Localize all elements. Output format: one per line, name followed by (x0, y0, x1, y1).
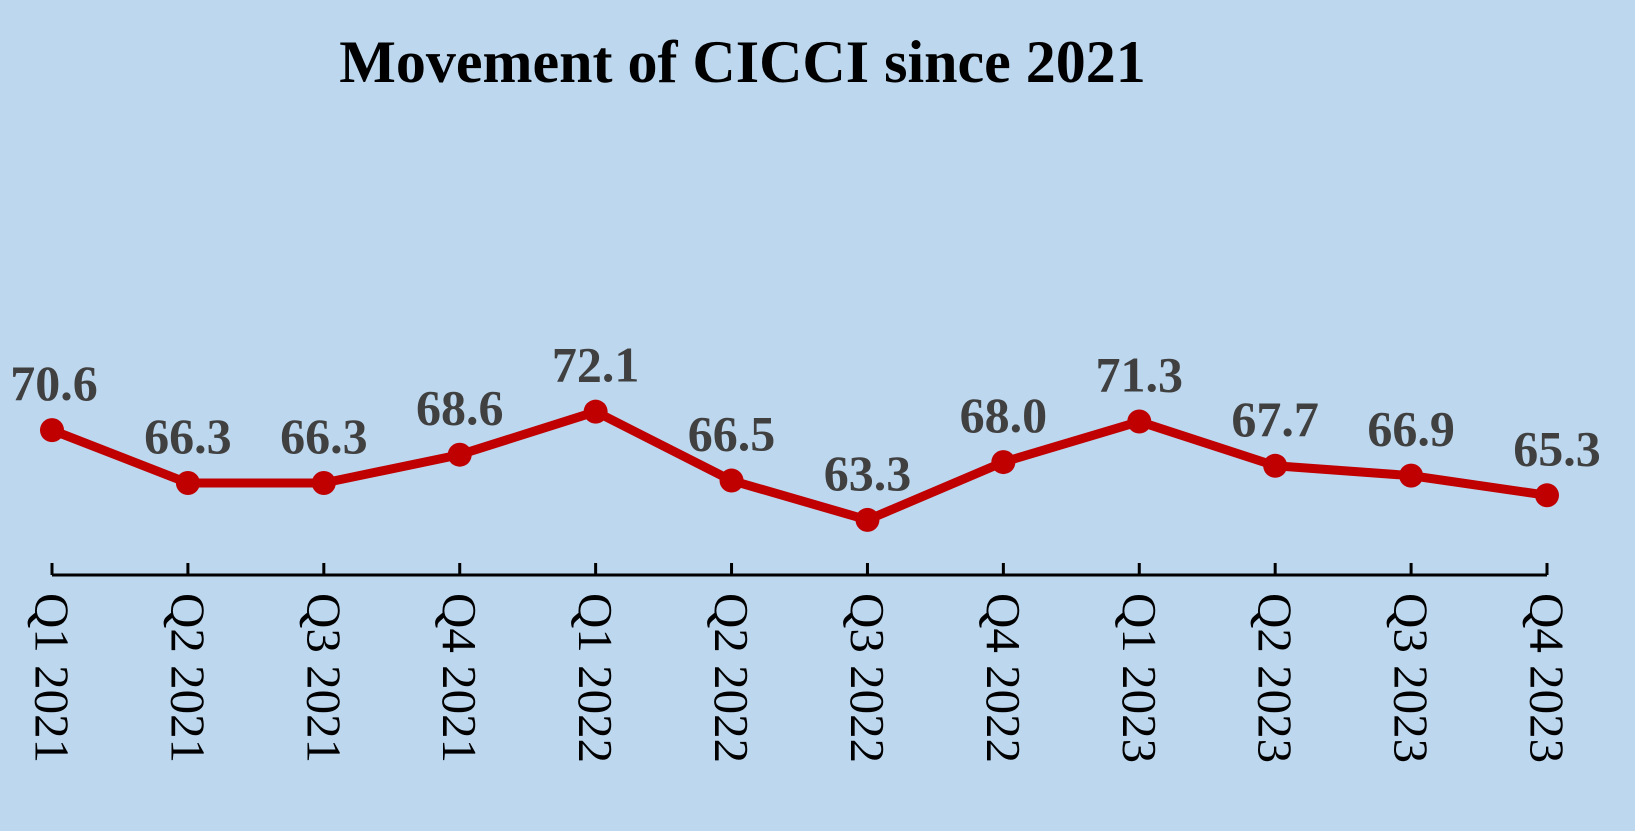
x-tick-label: Q4 2022 (976, 593, 1031, 763)
data-point-marker (1263, 453, 1288, 478)
data-point-marker (1535, 483, 1559, 508)
data-label: 72.1 (552, 337, 640, 393)
x-tick-label: Q1 2022 (568, 593, 623, 763)
data-label: 66.5 (688, 406, 776, 462)
data-label: 70.6 (10, 355, 98, 411)
x-tick-label: Q3 2021 (296, 593, 351, 763)
x-tick-label: Q2 2023 (1248, 593, 1303, 763)
data-point-marker (1127, 409, 1152, 434)
x-tick-label: Q3 2022 (840, 593, 895, 763)
x-tick-label: Q2 2022 (704, 593, 759, 763)
data-point-marker (1399, 463, 1424, 488)
data-point-marker (447, 442, 472, 467)
data-point-marker (855, 507, 880, 532)
chart-title: Movement of CICCI since 2021 (339, 29, 1146, 95)
data-label: 66.3 (280, 408, 368, 464)
data-label: 65.3 (1513, 420, 1601, 476)
data-label: 68.6 (416, 380, 504, 436)
data-label: 66.3 (144, 408, 232, 464)
data-point-marker (175, 471, 200, 496)
data-point-marker (719, 468, 744, 493)
data-point-marker (991, 450, 1016, 475)
x-tick-label: Q1 2021 (25, 593, 80, 763)
data-label: 63.3 (824, 445, 912, 501)
data-point-marker (40, 418, 64, 443)
data-label: 71.3 (1096, 347, 1184, 403)
x-tick-label: Q3 2023 (1384, 593, 1439, 763)
data-point-marker (311, 471, 336, 496)
x-tick-label: Q2 2021 (160, 593, 215, 763)
x-tick-label: Q4 2021 (432, 593, 487, 763)
data-label: 68.0 (960, 387, 1048, 443)
x-tick-label: Q4 2023 (1520, 593, 1575, 763)
data-point-marker (583, 399, 608, 424)
x-tick-label: Q1 2023 (1112, 593, 1167, 763)
data-label: 66.9 (1367, 401, 1455, 457)
series-line (47, 407, 1552, 525)
data-label: 67.7 (1231, 391, 1319, 447)
